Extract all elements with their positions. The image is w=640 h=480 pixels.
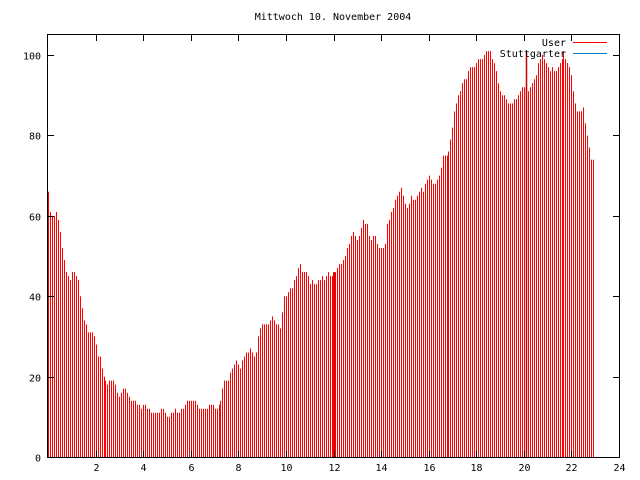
bars-group	[48, 51, 594, 457]
y-tick-label: 40	[29, 293, 41, 304]
x-tick-label: 20	[518, 463, 530, 474]
x-tick-label: 4	[140, 463, 146, 474]
y-tick-label: 20	[29, 374, 41, 385]
x-tick-label: 18	[470, 463, 482, 474]
x-tick-label: 16	[423, 463, 435, 474]
x-tick-label: 6	[188, 463, 194, 474]
y-tick-label: 60	[29, 213, 41, 224]
y-tick-label: 0	[35, 454, 41, 465]
x-tick-label: 8	[235, 463, 241, 474]
x-tick-label: 10	[280, 463, 292, 474]
x-tick-label: 2	[93, 463, 99, 474]
plot-frame	[47, 34, 620, 458]
chart-title: Mittwoch 10. November 2004	[255, 12, 412, 23]
x-axis: 2 4 6 8 10 12 14 16 18 20 22 24	[93, 35, 626, 474]
annotation-lines	[333, 51, 528, 457]
legend-label-user: User	[542, 38, 566, 49]
x-tick-label: 12	[328, 463, 340, 474]
y-tick-label: 100	[23, 52, 41, 63]
legend-label-stuttgarter: Stuttgarter	[500, 49, 566, 60]
x-tick-label: 24	[613, 463, 625, 474]
x-tick-label: 22	[565, 463, 577, 474]
y-tick-label: 80	[29, 132, 41, 143]
x-tick-label: 14	[375, 463, 387, 474]
y-axis: 0 20 40 60 80 100	[23, 52, 619, 465]
legend: User Stuttgarter	[500, 38, 607, 60]
